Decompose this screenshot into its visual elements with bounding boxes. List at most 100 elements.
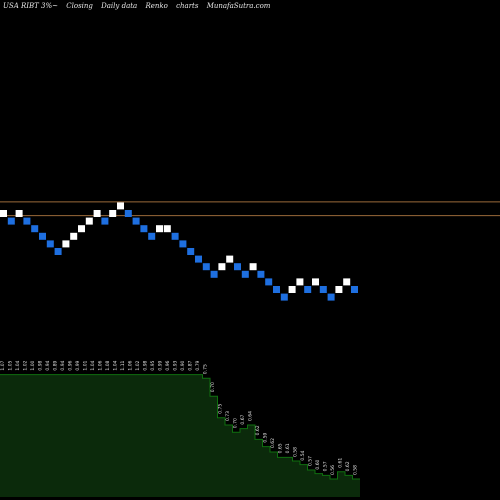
volume-label: 1.04: [90, 360, 96, 370]
volume-bar: [307, 470, 315, 497]
down-brick: [273, 286, 280, 293]
down-brick: [257, 270, 265, 278]
volume-bar: [127, 374, 135, 497]
volume-value-labels: 1.07 1.05 1.04 1.02 1.00 0.98 0.94 0.89 0.94 0.96…: [0, 360, 359, 475]
down-brick: [124, 210, 132, 217]
volume-bar: [262, 446, 270, 497]
down-brick: [280, 293, 288, 301]
volume-bar: [45, 374, 53, 497]
down-brick: [39, 232, 46, 240]
volume-label: 0.57: [308, 456, 314, 466]
volume-bar: [60, 374, 68, 497]
down-brick: [46, 240, 54, 248]
volume-label: 0.67: [240, 414, 246, 424]
volume-outline: [0, 374, 360, 480]
volume-bar: [150, 374, 158, 497]
up-brick: [93, 210, 101, 217]
volume-label: 0.58: [293, 447, 299, 457]
volume-label: 0.62: [270, 438, 276, 448]
volume-bar: [157, 374, 165, 497]
up-brick: [78, 225, 85, 233]
volume-bar: [172, 374, 180, 497]
volume-bar: [330, 479, 338, 497]
chart-header: USA RIBT 3%~ Closing Daily data Renko ch…: [3, 2, 276, 10]
up-brick: [335, 286, 343, 293]
volume-bar: [0, 374, 8, 497]
volume-bar: [187, 374, 195, 497]
volume-bar: [345, 475, 353, 497]
down-brick: [351, 286, 358, 293]
volume-label: 0.62: [345, 461, 351, 471]
volume-label: 0.59: [263, 432, 269, 442]
volume-bar: [82, 374, 90, 497]
up-brick: [218, 263, 226, 271]
volume-label: 0.58: [353, 465, 359, 475]
volume-label: 1.04: [113, 360, 119, 370]
up-brick: [156, 225, 163, 233]
volume-label: 0.90: [180, 360, 186, 370]
volume-bar: [90, 374, 98, 497]
volume-bar: [195, 374, 203, 497]
up-brick: [163, 225, 171, 233]
up-brick: [85, 217, 93, 225]
volume-bar: [277, 457, 285, 497]
volume-bar: [30, 374, 38, 497]
reference-lines: [0, 201, 500, 217]
volume-bar: [202, 378, 210, 497]
down-brick: [7, 217, 15, 225]
volume-bar: [292, 461, 300, 497]
volume-label: 0.98: [38, 360, 44, 370]
down-brick: [132, 217, 140, 225]
charts-word-label: charts: [176, 2, 199, 10]
volume-bar: [22, 374, 30, 497]
volume-bar: [7, 374, 15, 497]
site-label: MunafaSutra.com: [206, 2, 271, 10]
volume-label: 1.06: [98, 360, 104, 370]
volume-label: 0.75: [218, 404, 224, 414]
volume-label: 0.93: [173, 360, 179, 370]
volume-label: 0.95: [150, 360, 156, 370]
down-brick: [234, 263, 241, 271]
volume-label: 0.94: [60, 360, 66, 370]
up-brick: [343, 278, 351, 286]
volume-label: 0.54: [300, 450, 306, 460]
volume-label: 0.64: [248, 411, 254, 421]
volume-bar: [67, 374, 75, 497]
volume-label: 1.11: [120, 360, 126, 370]
volume-label: 1.02: [23, 360, 29, 370]
volume-bar: [142, 374, 150, 497]
volume-label: 0.57: [323, 461, 329, 471]
volume-bar: [165, 374, 173, 497]
volume-bar: [135, 374, 143, 497]
volume-bar: [217, 417, 225, 497]
volume-label: 1.06: [128, 360, 134, 370]
up-brick: [288, 286, 296, 293]
down-brick: [101, 217, 109, 225]
down-brick: [327, 293, 335, 301]
volume-label: 0.94: [45, 360, 51, 370]
volume-bar: [270, 452, 278, 497]
volume-bar: [225, 425, 233, 497]
volume-bar: [52, 374, 60, 497]
volume-label: 0.61: [285, 443, 291, 453]
volume-bar: [112, 374, 120, 497]
volume-bar: [240, 428, 248, 497]
volume-bar: [105, 374, 113, 497]
up-brick: [226, 255, 234, 263]
volume-bar: [322, 475, 330, 497]
volume-bar: [97, 374, 105, 497]
volume-label: 1.01: [83, 360, 89, 370]
volume-label: 0.60: [315, 459, 321, 469]
volume-label: 0.87: [188, 360, 194, 370]
down-brick: [171, 232, 179, 240]
chart-kind-label: Renko: [145, 2, 168, 10]
up-brick: [15, 210, 23, 217]
down-brick: [319, 286, 327, 293]
volume-label: 0.56: [330, 465, 336, 475]
down-brick: [202, 263, 210, 271]
up-brick: [109, 210, 117, 217]
volume-label: 0.62: [255, 425, 261, 435]
down-brick: [304, 286, 312, 293]
